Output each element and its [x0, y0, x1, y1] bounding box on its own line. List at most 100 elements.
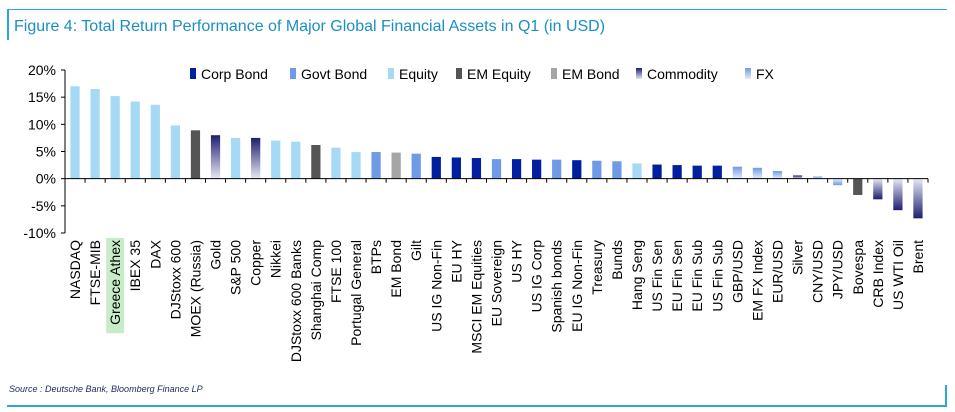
bar [511, 159, 522, 179]
x-tick-label: CNY/USD [810, 240, 826, 303]
x-tick-label: US Fin Sen [649, 240, 665, 312]
x-tick-label: FTSE 100 [328, 240, 344, 303]
x-tick-label: Bovespa [850, 240, 866, 295]
bar [672, 165, 682, 179]
x-tick-label: US IG Corp [529, 240, 545, 313]
y-tick-label: 0% [36, 171, 56, 187]
legend-swatch [456, 68, 462, 79]
x-tick-label: EU IG Non-Fin [569, 240, 585, 332]
bar [772, 171, 783, 179]
figure-title: Figure 4: Total Return Performance of Ma… [14, 18, 606, 35]
bar [210, 135, 221, 179]
x-tick-label: US IG Non-Fin [428, 240, 444, 332]
x-tick-label: NASDAQ [67, 240, 83, 299]
x-tick-label: BTPs [368, 240, 384, 274]
bar [632, 163, 642, 179]
y-tick-label: 20% [28, 62, 56, 78]
legend-swatch [290, 68, 296, 79]
bar [873, 178, 883, 200]
bar [311, 144, 321, 179]
x-tick-label: Brent [910, 240, 926, 274]
legend-label: EM Equity [467, 66, 531, 82]
x-tick-label: FTSE-MIB [87, 240, 103, 305]
x-axis-labels: NASDAQ FTSE-MIB Greece Athex IBEX 35 DAX DJSt… [67, 239, 926, 362]
axes-group [61, 69, 929, 234]
x-tick-label: Gilt [408, 240, 424, 261]
x-tick-label: Silver [790, 240, 806, 275]
highlight-layer [106, 238, 125, 334]
x-tick-label: EU Fin Sub [689, 240, 705, 312]
legend-label: EM Bond [562, 66, 620, 82]
x-tick-label: GBP/USD [729, 240, 745, 303]
y-axis-labels: 20% 15% 10% 5% 0% -5% -10% [23, 62, 56, 241]
bar [291, 141, 301, 179]
bar [752, 167, 763, 179]
bar [70, 86, 80, 179]
legend-label: FX [756, 66, 775, 82]
bar [592, 160, 602, 179]
bar [893, 178, 903, 211]
bar [130, 101, 140, 179]
x-tick-label: EU Sovereign [489, 240, 505, 326]
legend: Corp Bond Govt Bond Equity EM Equity EM Bond… [190, 66, 775, 82]
frame-bottom-rule [7, 405, 947, 407]
x-tick-label: DAX [147, 239, 163, 268]
y-tick-label: 15% [28, 89, 56, 105]
y-tick-label: 10% [28, 116, 56, 132]
legend-label: Commodity [647, 66, 718, 82]
bar [833, 178, 843, 186]
x-tick-label: US WTI Oil [890, 240, 906, 310]
frame-top-rule [7, 9, 947, 10]
x-tick-label: EM Bond [388, 240, 404, 298]
bar [612, 161, 622, 179]
x-tick-label: US HY [509, 239, 525, 282]
frame-right-rule [945, 385, 947, 407]
bar [813, 176, 823, 179]
x-tick-label: EUR/USD [769, 240, 785, 303]
bar [451, 157, 461, 179]
bar [532, 159, 542, 179]
x-tick-label: Shanghai Comp [308, 240, 324, 341]
bar [271, 140, 281, 179]
bar-chart: 20% 15% 10% 5% 0% -5% -10% NASDAQ FTSE-MIB Greec… [23, 62, 929, 362]
y-tick-label: -5% [31, 198, 56, 214]
bar [652, 164, 662, 179]
highlight-box [106, 238, 125, 334]
y-tick-label: 5% [36, 144, 56, 160]
x-tick-label: Bunds [609, 240, 625, 280]
x-tick-label: Copper [248, 240, 264, 286]
bar [90, 89, 100, 179]
bar [331, 147, 341, 179]
bar [251, 137, 261, 179]
x-tick-label: CRB Index [870, 240, 886, 308]
bar [230, 137, 241, 179]
frame-left-rule [7, 10, 9, 40]
bar [853, 178, 863, 195]
legend-swatch [551, 68, 557, 79]
bar [471, 158, 482, 179]
bars-group [70, 86, 923, 219]
bar [732, 166, 742, 179]
x-tick-label: DJStoxx 600 [167, 240, 183, 320]
x-tick-label: DJStoxx 600 Banks [288, 240, 304, 362]
bar [190, 130, 201, 179]
x-tick-label: Treasury [589, 240, 605, 295]
bar [692, 165, 702, 179]
bar [431, 156, 441, 179]
bar [552, 159, 562, 179]
legend-label: Corp Bond [201, 66, 268, 82]
legend-swatch [636, 68, 642, 79]
legend-swatch [745, 68, 751, 79]
x-tick-label: EM FX Index [749, 240, 765, 321]
x-tick-label: MOEX (Russia) [187, 240, 203, 337]
x-tick-label: S&P 500 [228, 240, 244, 295]
bar [391, 152, 401, 179]
legend-swatch [388, 68, 394, 79]
bar [371, 152, 381, 179]
legend-label: Equity [399, 66, 438, 82]
bar [351, 152, 361, 179]
x-tick-label: Hang Seng [629, 240, 645, 310]
x-tick-label: JPY/USD [830, 240, 846, 299]
bar [170, 125, 180, 179]
bar [491, 159, 502, 179]
